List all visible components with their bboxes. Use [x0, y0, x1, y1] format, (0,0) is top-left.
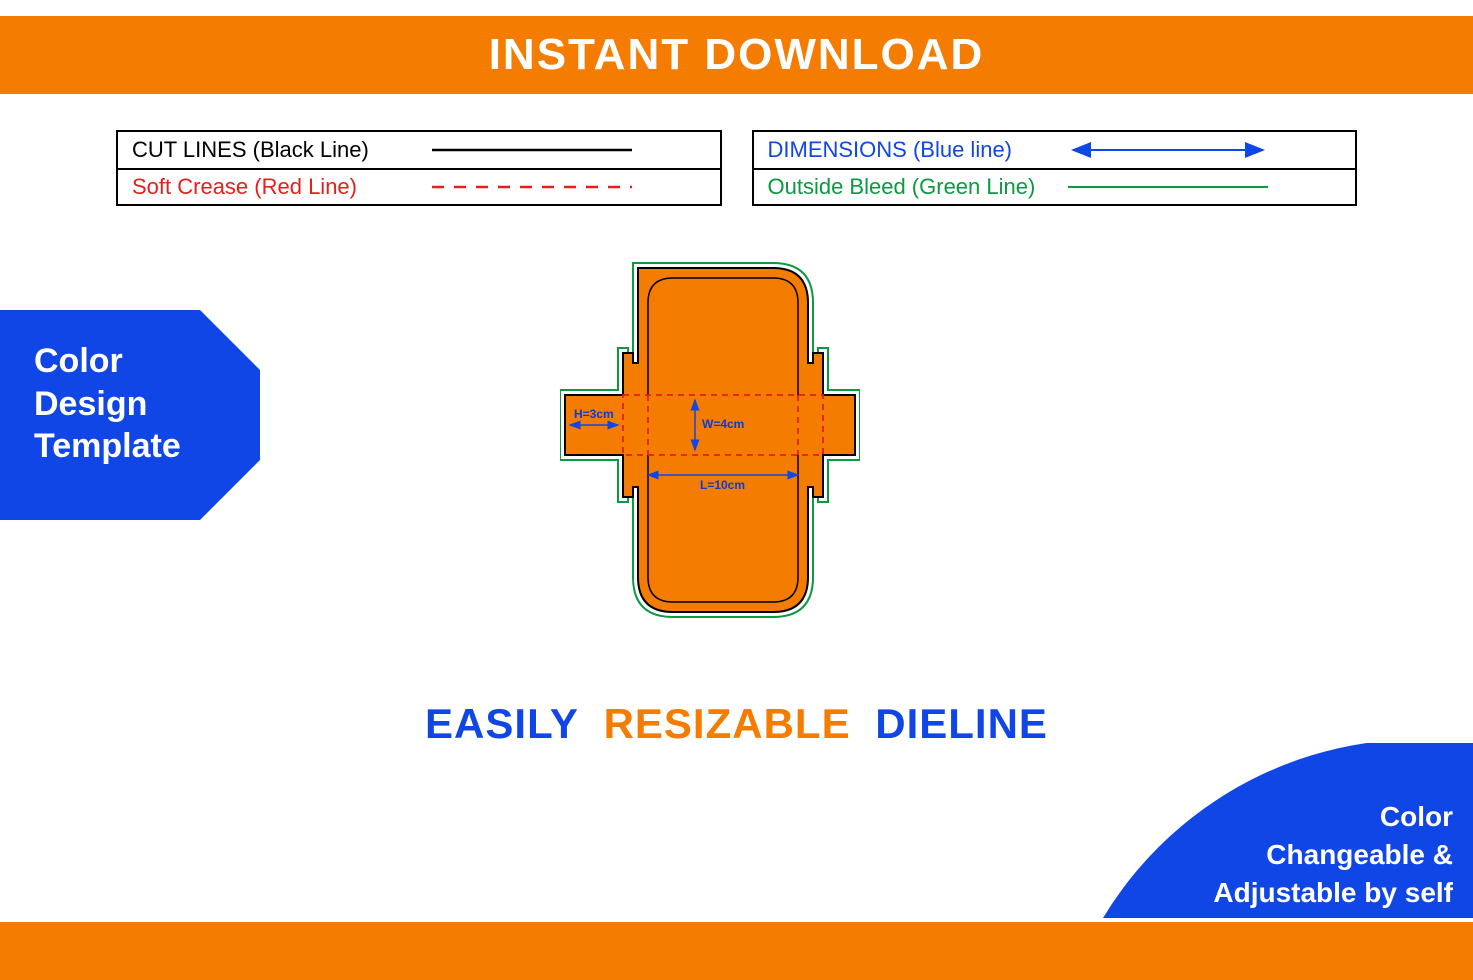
legend-sample-solid-green	[1068, 177, 1342, 197]
legend: CUT LINES (Black Line) Soft Crease (Red …	[116, 130, 1357, 206]
bottom-heading: EASILY RESIZABLE DIELINE	[0, 700, 1473, 748]
legend-label: Outside Bleed (Green Line)	[768, 174, 1068, 200]
side-left-line: Design	[34, 383, 260, 426]
dim-label-w: W=4cm	[702, 417, 744, 431]
cut-outline	[565, 268, 855, 612]
bottom-word-2: RESIZABLE	[604, 700, 851, 748]
legend-row-bleed: Outside Bleed (Green Line)	[754, 168, 1356, 204]
side-right-line: Color	[1103, 798, 1453, 836]
legend-label: Soft Crease (Red Line)	[132, 174, 432, 200]
legend-table-left: CUT LINES (Black Line) Soft Crease (Red …	[116, 130, 722, 206]
legend-row-cutlines: CUT LINES (Black Line)	[118, 132, 720, 168]
legend-table-right: DIMENSIONS (Blue line) Outside Bleed (Gr…	[752, 130, 1358, 206]
legend-row-crease: Soft Crease (Red Line)	[118, 168, 720, 204]
side-right-line: Adjustable by self	[1103, 874, 1453, 912]
dieline-figure: H=3cm W=4cm L=10cm	[560, 260, 860, 620]
top-banner-text: INSTANT DOWNLOAD	[489, 30, 985, 80]
legend-row-dimensions: DIMENSIONS (Blue line)	[754, 132, 1356, 168]
bottom-word-3: DIELINE	[875, 700, 1048, 748]
dim-label-h: H=3cm	[574, 407, 614, 421]
top-banner: INSTANT DOWNLOAD	[0, 16, 1473, 94]
side-badge-right: Color Changeable & Adjustable by self	[1103, 743, 1473, 918]
dim-label-l: L=10cm	[700, 478, 745, 492]
legend-sample-arrow-blue	[1068, 140, 1342, 160]
side-right-line: Changeable &	[1103, 836, 1453, 874]
legend-label: DIMENSIONS (Blue line)	[768, 137, 1068, 163]
legend-sample-dashed-red	[432, 177, 706, 197]
bottom-word-1: EASILY	[425, 700, 579, 748]
legend-label: CUT LINES (Black Line)	[132, 137, 432, 163]
side-badge-left: Color Design Template	[0, 310, 260, 520]
bottom-bar	[0, 922, 1473, 980]
side-left-line: Template	[34, 425, 260, 468]
legend-sample-solid-black	[432, 140, 706, 160]
side-left-line: Color	[34, 340, 260, 383]
